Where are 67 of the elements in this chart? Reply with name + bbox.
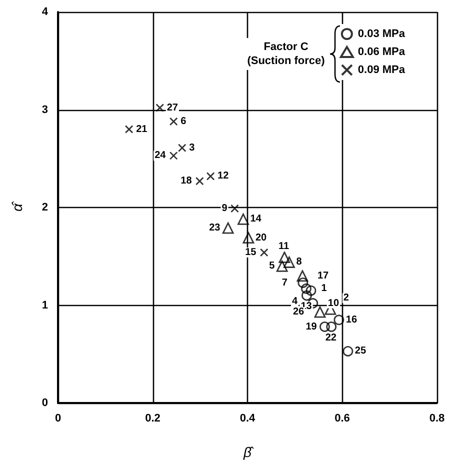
point xyxy=(314,306,326,318)
point xyxy=(222,222,234,234)
legend-label: 0.09 MPa xyxy=(358,64,406,76)
point xyxy=(301,283,312,294)
x-tick-label: 0.8 xyxy=(429,412,445,424)
y-tick-label: 4 xyxy=(42,6,49,18)
legend-label: 0.03 MPa xyxy=(358,28,406,40)
annotation: 21 xyxy=(136,124,148,135)
annotation: 5 xyxy=(269,260,276,272)
annotation: 25 xyxy=(354,346,366,357)
annotation: 7 xyxy=(282,277,288,288)
y-tick-label: 0 xyxy=(42,397,48,409)
annotation: 26 xyxy=(292,306,305,318)
point xyxy=(278,252,290,264)
point xyxy=(298,278,308,288)
annotation: 2 xyxy=(343,292,350,304)
annotation: 22 xyxy=(325,332,337,344)
point xyxy=(276,260,288,272)
annotation: 18 xyxy=(180,176,192,187)
point xyxy=(342,346,354,356)
point xyxy=(302,290,312,301)
annotation: 12 xyxy=(218,170,230,182)
annotation: 14 xyxy=(250,214,262,225)
annotation: 1 xyxy=(321,283,328,294)
annotation: 6 xyxy=(180,116,187,127)
legend-title: Factor C (Suction force) xyxy=(247,41,326,67)
y-axis-title: α̂ xyxy=(9,200,25,212)
point xyxy=(320,322,330,332)
annotation: 10 xyxy=(328,298,340,309)
annotation: 17 xyxy=(317,270,330,282)
point xyxy=(206,172,215,180)
point xyxy=(283,256,295,268)
annotation: 3 xyxy=(189,142,196,154)
point xyxy=(238,214,249,225)
annotation: 16 xyxy=(346,314,358,326)
y-tick-label: 2 xyxy=(42,202,48,214)
point xyxy=(169,151,178,160)
x-axis-title: β̂ xyxy=(242,444,254,460)
annotation: 9 xyxy=(222,202,228,214)
point xyxy=(334,314,344,326)
point xyxy=(242,232,254,244)
y-tick-label: 3 xyxy=(42,104,48,116)
annotation: 19 xyxy=(306,321,318,332)
x-tick-label: 0.6 xyxy=(334,412,350,424)
annotation: 15 xyxy=(245,246,257,258)
annotation: 23 xyxy=(209,222,221,234)
point xyxy=(230,204,239,213)
annotation: 24 xyxy=(154,150,166,162)
point xyxy=(124,125,134,134)
x-tick-label: 0.2 xyxy=(145,412,160,424)
annotation: 20 xyxy=(255,232,268,244)
point xyxy=(169,117,178,126)
y-tick-label: 1 xyxy=(42,299,48,312)
x-tick-label: 0.4 xyxy=(240,412,256,424)
point xyxy=(178,144,186,152)
point xyxy=(260,248,268,257)
annotation: 11 xyxy=(278,240,290,252)
annotation: 4 xyxy=(292,296,298,308)
annotation: 8 xyxy=(296,256,302,268)
annotation: 27 xyxy=(166,102,178,114)
point xyxy=(195,176,204,186)
legend-label: 0.06 MPa xyxy=(358,46,406,58)
point xyxy=(306,285,316,296)
point xyxy=(156,104,164,112)
x-tick-label: 0 xyxy=(54,412,62,424)
point xyxy=(326,322,337,332)
point xyxy=(296,270,308,282)
